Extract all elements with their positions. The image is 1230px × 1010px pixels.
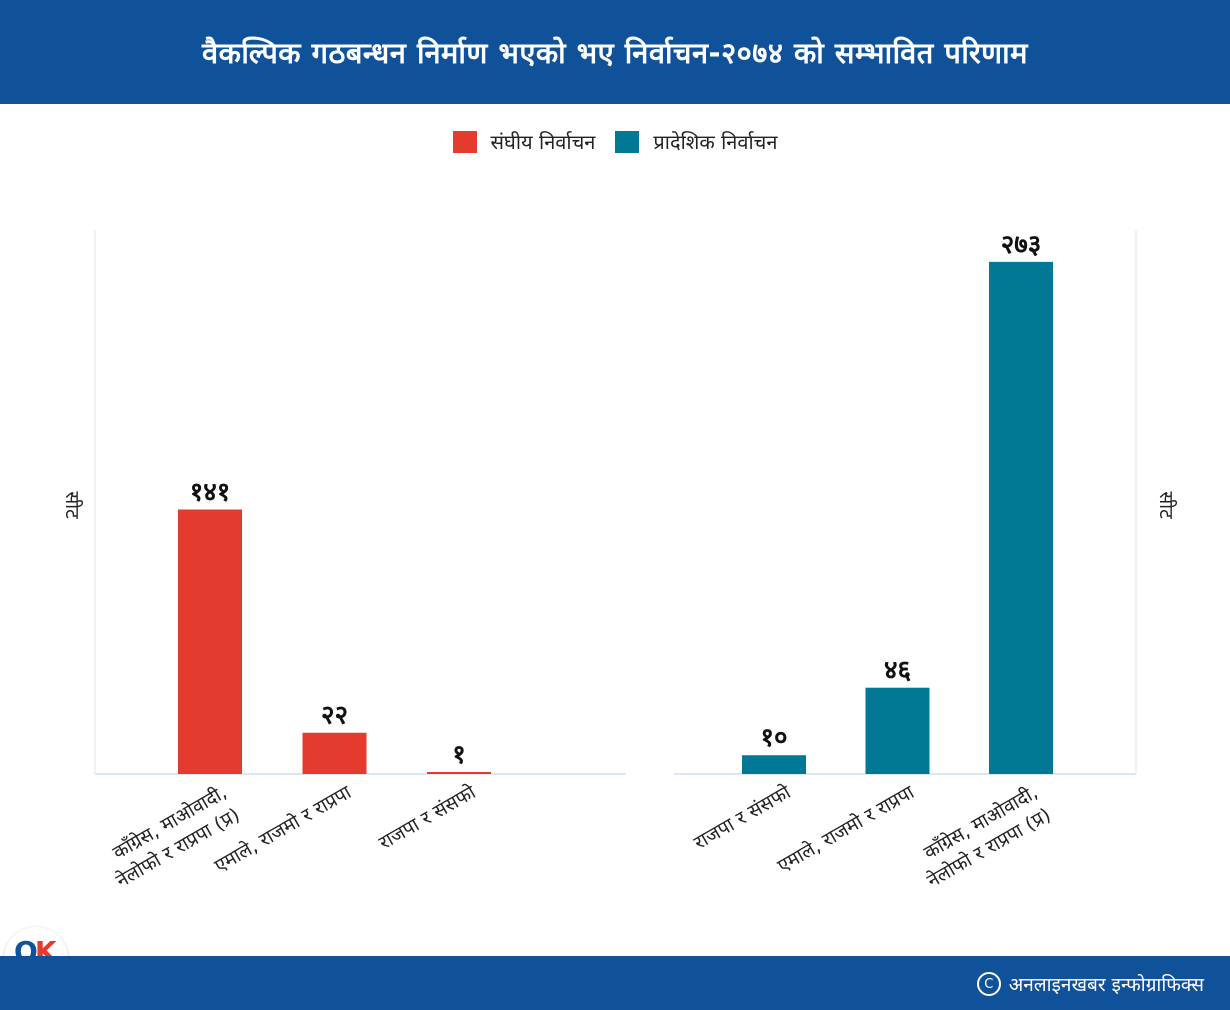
bar-value-label: २२ <box>321 701 348 731</box>
y-axis-label: सीट <box>61 491 84 519</box>
bar <box>989 261 1053 774</box>
bar <box>865 687 930 774</box>
footer-credit: C अनलाइनखबर इन्फोग्राफिक्स <box>976 971 1204 997</box>
legend-swatch-federal <box>452 130 477 153</box>
credit-text: अनलाइनखबर इन्फोग्राफिक्स <box>1008 974 1204 996</box>
bar-value-label: १४१ <box>190 478 231 508</box>
chart-title: वैकल्पिक गठबन्धन निर्माण भएको भए निर्वाच… <box>201 35 1029 70</box>
category-tick-label: एमाले, राजमो र राप्रपा <box>773 780 919 877</box>
header-bar: वैकल्पिक गठबन्धन निर्माण भएको भए निर्वाच… <box>0 0 1230 104</box>
copyright-icon: C <box>976 972 1001 996</box>
bar <box>427 772 491 774</box>
category-tick-label: राजपा र संसफो <box>375 780 481 854</box>
legend-label-federal: संघीय निर्वाचन <box>490 130 596 154</box>
legend-item-provincial: प्रादेशिक निर्वाचन <box>615 128 777 155</box>
bar <box>178 509 242 774</box>
y-axis-label: सीट <box>1155 491 1178 519</box>
category-tick-label: राजपा र संसफो <box>690 780 796 854</box>
category-tick-label: काँग्रेस, माओवादी,नेलोफो र राप्रपा (प्र) <box>910 780 1055 892</box>
legend-item-federal: संघीय निर्वाचन <box>452 128 596 155</box>
bar <box>742 755 806 774</box>
bar-value-label: १ <box>452 740 466 770</box>
bar-value-label: २७३ <box>1001 230 1042 260</box>
bar-value-label: ४६ <box>884 656 911 686</box>
legend-swatch-provincial <box>615 130 640 153</box>
footer-bar: C अनलाइनखबर इन्फोग्राफिक्स <box>0 956 1230 1010</box>
bar <box>302 732 367 774</box>
legend-label-provincial: प्रादेशिक निर्वाचन <box>653 130 778 154</box>
legend: संघीय निर्वाचन प्रादेशिक निर्वाचन <box>0 128 1230 155</box>
bar-value-label: १० <box>760 723 787 753</box>
